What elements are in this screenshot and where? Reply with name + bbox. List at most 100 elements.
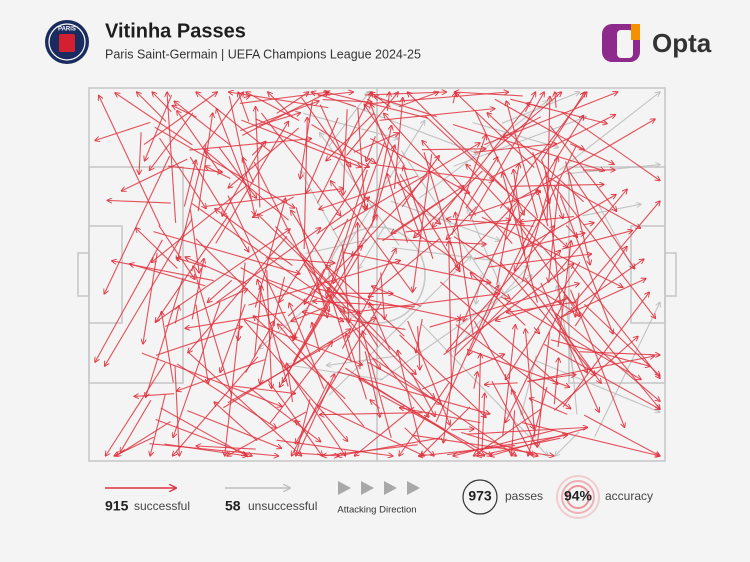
pitch bbox=[77, 87, 677, 462]
successful-pass bbox=[207, 279, 233, 302]
successful-pass bbox=[216, 228, 321, 303]
successful-pass bbox=[524, 92, 535, 113]
successful-pass bbox=[384, 113, 477, 216]
subtitle: Paris Saint-Germain | UEFA Champions Lea… bbox=[105, 47, 421, 61]
successful-pass bbox=[243, 319, 348, 441]
successful-pass bbox=[245, 321, 275, 373]
successful-pass bbox=[481, 216, 623, 287]
successful-pass bbox=[507, 206, 580, 316]
successful-pass bbox=[325, 92, 429, 119]
club-badge: PARIS bbox=[45, 20, 89, 64]
accuracy-label: accuracy bbox=[605, 489, 653, 503]
unsuccessful-pass bbox=[287, 365, 383, 381]
successful-pass bbox=[379, 109, 495, 121]
successful-pass bbox=[160, 407, 247, 456]
successful-pass bbox=[241, 119, 361, 167]
successful-pass bbox=[242, 318, 362, 365]
successful-pass bbox=[449, 241, 453, 389]
successful-pass bbox=[484, 383, 518, 385]
successful-pass bbox=[381, 394, 491, 456]
successful-pass bbox=[495, 297, 569, 320]
successful-pass bbox=[353, 133, 399, 153]
successful-pass bbox=[316, 403, 424, 456]
successful-pass bbox=[317, 92, 353, 97]
successful-pass bbox=[454, 250, 560, 356]
successful-pass bbox=[143, 92, 217, 146]
successful-pass bbox=[278, 357, 345, 456]
successful-pass bbox=[191, 259, 204, 320]
successful-pass bbox=[149, 443, 279, 456]
successful-pass bbox=[268, 92, 294, 119]
successful-pass bbox=[545, 175, 641, 228]
successful-pass bbox=[115, 93, 193, 146]
successful-pass bbox=[443, 264, 574, 356]
successful-pass bbox=[370, 400, 380, 409]
successful-pass bbox=[352, 174, 428, 256]
successful-pass bbox=[399, 334, 487, 418]
unsuccessful-label: unsuccessful bbox=[248, 499, 317, 513]
successful-pass bbox=[174, 101, 231, 146]
successful-pass bbox=[468, 191, 541, 217]
successful-pass bbox=[291, 306, 326, 321]
successful-pass bbox=[227, 318, 376, 404]
successful-pass bbox=[553, 358, 558, 405]
successful-pass bbox=[167, 92, 177, 223]
successful-pass bbox=[574, 246, 627, 327]
brand-logo: Opta bbox=[602, 24, 712, 62]
successful-pass bbox=[519, 215, 575, 222]
successful-pass bbox=[364, 196, 510, 298]
successful-pass bbox=[256, 107, 261, 208]
successful-pass bbox=[159, 137, 207, 208]
successful-pass bbox=[555, 92, 556, 108]
successful-pass bbox=[505, 115, 584, 241]
successful-pass bbox=[393, 98, 402, 189]
successful-pass bbox=[121, 158, 188, 191]
unsuccessful-pass bbox=[303, 112, 398, 138]
unsuccessful-pass bbox=[305, 240, 367, 254]
successful-pass bbox=[506, 101, 539, 218]
successful-pass bbox=[467, 427, 588, 435]
successful-count: 915 bbox=[105, 498, 129, 514]
successful-pass bbox=[189, 139, 311, 151]
successful-pass bbox=[377, 238, 486, 245]
successful-pass bbox=[453, 92, 456, 104]
direction-label: Attacking Direction bbox=[337, 505, 416, 516]
successful-pass bbox=[550, 309, 660, 402]
successful-pass bbox=[469, 92, 544, 220]
successful-pass bbox=[233, 385, 296, 394]
successful-pass bbox=[398, 92, 439, 108]
successful-pass bbox=[187, 351, 302, 456]
unsuccessful-pass bbox=[566, 296, 578, 415]
successful-pass bbox=[490, 115, 616, 178]
successful-pass bbox=[357, 107, 365, 210]
successful-pass bbox=[129, 264, 206, 287]
successful-pass bbox=[337, 371, 489, 414]
successful-pass bbox=[451, 429, 474, 430]
successful-pass bbox=[468, 217, 537, 355]
successful-pass bbox=[505, 261, 581, 379]
successful-pass bbox=[295, 302, 382, 444]
successful-pass bbox=[185, 257, 247, 285]
successful-pass bbox=[151, 185, 247, 262]
successful-pass bbox=[470, 273, 526, 326]
successful-pass bbox=[474, 233, 585, 260]
successful-pass bbox=[320, 413, 423, 415]
successful-pass bbox=[424, 115, 568, 248]
successful-pass bbox=[380, 272, 385, 320]
successful-pass bbox=[368, 238, 440, 298]
successful-pass bbox=[255, 118, 369, 167]
accuracy-target bbox=[556, 475, 600, 519]
successful-pass bbox=[374, 97, 437, 118]
successful-pass bbox=[228, 96, 254, 215]
successful-pass bbox=[559, 195, 613, 334]
successful-pass bbox=[324, 290, 429, 417]
successful-pass bbox=[382, 186, 464, 242]
title: Vitinha Passes bbox=[105, 20, 246, 42]
successful-pass bbox=[248, 261, 400, 306]
successful-pass bbox=[196, 446, 256, 450]
successful-pass bbox=[524, 277, 602, 383]
successful-pass bbox=[266, 278, 360, 313]
successful-pass bbox=[421, 149, 486, 150]
successful-pass bbox=[435, 285, 498, 423]
successful-pass bbox=[421, 406, 471, 456]
